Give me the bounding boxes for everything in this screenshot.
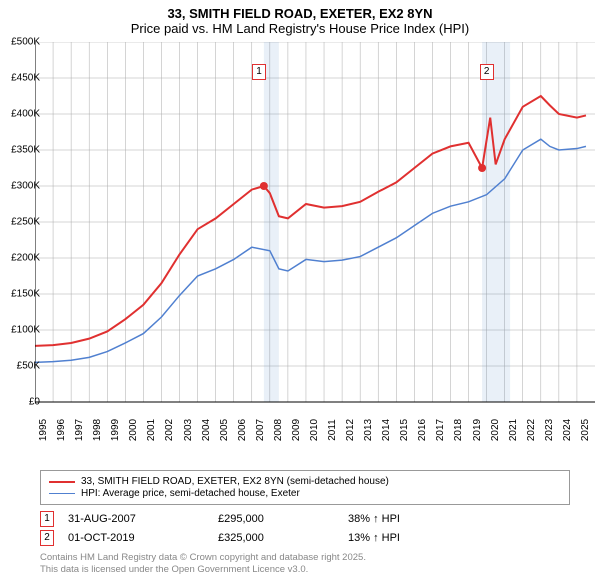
x-tick-label: 2005 <box>219 419 230 441</box>
transaction-table: 1 31-AUG-2007£295,00038% ↑ HPI 2 01-OCT-201… <box>40 511 600 546</box>
legend-label: 33, SMITH FIELD ROAD, EXETER, EX2 8YN (s… <box>81 476 389 487</box>
attribution-line1: Contains HM Land Registry data © Crown c… <box>40 552 600 564</box>
x-tick-label: 2008 <box>273 419 284 441</box>
attribution: Contains HM Land Registry data © Crown c… <box>40 552 600 577</box>
y-tick-label: £200K <box>11 253 40 264</box>
y-tick-label: £150K <box>11 289 40 300</box>
title-block: 33, SMITH FIELD ROAD, EXETER, EX2 8YN Pr… <box>0 0 600 38</box>
y-axis-labels: £0£50K£100K£150K£200K£250K£300K£350K£400… <box>0 42 40 402</box>
chart-area: £0£50K£100K£150K£200K£250K£300K£350K£400… <box>35 42 595 422</box>
x-tick-label: 2006 <box>237 419 248 441</box>
y-tick-label: £500K <box>11 37 40 48</box>
x-tick-label: 2024 <box>562 419 573 441</box>
title-main: 33, SMITH FIELD ROAD, EXETER, EX2 8YN <box>0 6 600 21</box>
x-tick-label: 2010 <box>309 419 320 441</box>
annotation-box-1: 1 <box>252 64 266 80</box>
x-tick-label: 2025 <box>580 419 591 441</box>
y-tick-label: £100K <box>11 325 40 336</box>
annotation-box-2: 2 <box>480 64 494 80</box>
transaction-delta: 38% ↑ HPI <box>348 513 400 525</box>
x-tick-label: 2022 <box>526 419 537 441</box>
x-tick-label: 2017 <box>435 419 446 441</box>
legend-item: 33, SMITH FIELD ROAD, EXETER, EX2 8YN (s… <box>49 476 561 487</box>
y-tick-label: £350K <box>11 145 40 156</box>
x-tick-label: 2011 <box>327 419 338 441</box>
price-marker-1 <box>260 182 268 190</box>
y-tick-label: £300K <box>11 181 40 192</box>
attribution-line2: This data is licensed under the Open Gov… <box>40 564 600 576</box>
y-tick-label: £50K <box>17 361 40 372</box>
price-marker-2 <box>478 164 486 172</box>
x-tick-label: 2007 <box>255 419 266 441</box>
x-tick-label: 2015 <box>399 419 410 441</box>
x-tick-label: 2001 <box>146 419 157 441</box>
y-tick-label: £450K <box>11 73 40 84</box>
legend-label: HPI: Average price, semi-detached house,… <box>81 488 300 499</box>
x-tick-label: 2009 <box>291 419 302 441</box>
y-tick-label: £250K <box>11 217 40 228</box>
chart-container: 33, SMITH FIELD ROAD, EXETER, EX2 8YN Pr… <box>0 0 600 560</box>
x-tick-label: 2020 <box>490 419 501 441</box>
x-tick-label: 2003 <box>183 419 194 441</box>
x-tick-label: 1999 <box>110 419 121 441</box>
x-tick-label: 1996 <box>56 419 67 441</box>
x-tick-label: 2021 <box>508 419 519 441</box>
x-tick-label: 2004 <box>201 419 212 441</box>
x-tick-label: 2018 <box>453 419 464 441</box>
legend-swatch <box>49 493 75 494</box>
x-tick-label: 2000 <box>128 419 139 441</box>
x-tick-label: 1995 <box>38 419 49 441</box>
x-tick-label: 1997 <box>74 419 85 441</box>
x-tick-label: 2014 <box>381 419 392 441</box>
transaction-delta: 13% ↑ HPI <box>348 532 400 544</box>
x-tick-label: 1998 <box>92 419 103 441</box>
title-sub: Price paid vs. HM Land Registry's House … <box>0 21 600 36</box>
transaction-marker: 2 <box>40 530 54 546</box>
transaction-row: 1 31-AUG-2007£295,00038% ↑ HPI <box>40 511 600 527</box>
x-axis-labels: 1995199619971998199920002001200220032004… <box>35 424 595 464</box>
transaction-marker: 1 <box>40 511 54 527</box>
x-tick-label: 2013 <box>363 419 374 441</box>
x-tick-label: 2023 <box>544 419 555 441</box>
x-tick-label: 2012 <box>345 419 356 441</box>
chart-svg <box>35 42 595 422</box>
legend: 33, SMITH FIELD ROAD, EXETER, EX2 8YN (s… <box>40 470 570 505</box>
transaction-date: 01-OCT-2019 <box>68 532 218 544</box>
transaction-price: £295,000 <box>218 513 348 525</box>
transaction-price: £325,000 <box>218 532 348 544</box>
y-tick-label: £0 <box>29 397 40 408</box>
transaction-row: 2 01-OCT-2019£325,00013% ↑ HPI <box>40 530 600 546</box>
transaction-date: 31-AUG-2007 <box>68 513 218 525</box>
legend-swatch <box>49 481 75 483</box>
x-tick-label: 2019 <box>472 419 483 441</box>
x-tick-label: 2002 <box>164 419 175 441</box>
legend-item: HPI: Average price, semi-detached house,… <box>49 488 561 499</box>
x-tick-label: 2016 <box>417 419 428 441</box>
y-tick-label: £400K <box>11 109 40 120</box>
